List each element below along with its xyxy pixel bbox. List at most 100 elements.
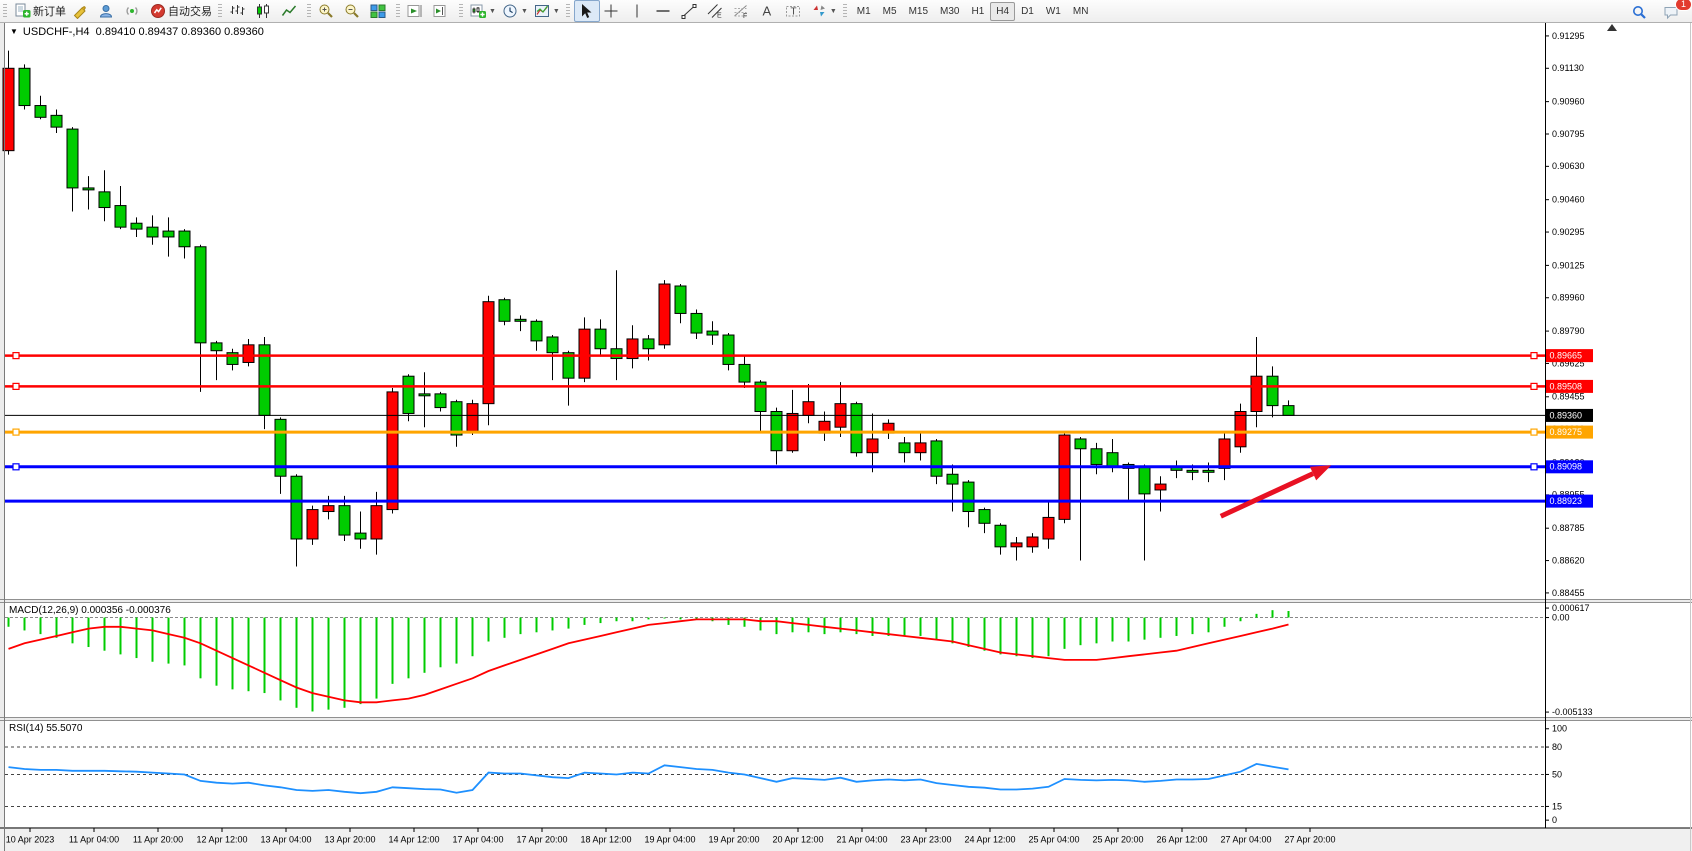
timeframe-M1-button[interactable]: M1	[856, 5, 871, 17]
pane-separator[interactable]	[0, 717, 1692, 721]
candle-body	[1106, 452, 1119, 467]
collapse-icon[interactable]: ▼	[10, 27, 18, 36]
time-tick-label: 25 Apr 04:00	[1028, 834, 1079, 844]
candle-body	[978, 509, 991, 524]
svg-text:0.89665: 0.89665	[1550, 350, 1583, 360]
line-chart-mode-button[interactable]	[278, 0, 304, 22]
auto-scroll-button[interactable]	[404, 0, 430, 22]
timeframe-D1-button[interactable]: D1	[1021, 5, 1034, 17]
hline-handle[interactable]	[1530, 428, 1538, 436]
candle-body	[1234, 411, 1247, 448]
price-tick-label: 0.89455	[1552, 392, 1585, 402]
text-label-button[interactable]: T	[782, 0, 808, 22]
price-tick-label: 0.88620	[1552, 555, 1585, 565]
candle-body	[850, 403, 863, 454]
hline-handle[interactable]	[12, 428, 20, 436]
periods-button[interactable]: ▼	[499, 0, 531, 22]
candle-body	[18, 67, 31, 107]
search-button[interactable]	[1628, 1, 1654, 23]
chartshift-icon	[433, 3, 449, 19]
hline-handle[interactable]	[1530, 463, 1538, 471]
candle-body	[562, 352, 575, 379]
zoom-in-button[interactable]	[315, 0, 341, 22]
timeframe-MN-button[interactable]: MN	[1072, 5, 1089, 17]
chevron-down-icon: ▼	[829, 7, 837, 15]
text-button[interactable]: A	[756, 0, 782, 22]
candle-body	[402, 375, 415, 414]
timeframe-H1-button[interactable]: H1	[971, 5, 985, 17]
auto-trading-button[interactable]: 自动交易	[147, 0, 215, 22]
candle-body	[498, 299, 511, 322]
chevron-down-icon: ▼	[552, 7, 560, 15]
candle-body	[274, 418, 287, 477]
time-tick-label: 23 Apr 23:00	[900, 834, 951, 844]
candlestick-mode-button[interactable]	[252, 0, 278, 22]
vertical-line-button[interactable]	[626, 0, 652, 22]
hline-handle[interactable]	[12, 463, 20, 471]
time-tick-label: 27 Apr 20:00	[1284, 834, 1335, 844]
candle-body	[738, 363, 751, 383]
templates-button[interactable]: ▼	[531, 0, 563, 22]
timeframe-H4-button[interactable]: H4	[990, 1, 1016, 21]
candle-body	[1138, 465, 1151, 495]
candle-body	[946, 473, 959, 485]
hline-handle[interactable]	[1530, 382, 1538, 391]
bar-chart-mode-button[interactable]	[226, 0, 252, 22]
new-order-button[interactable]: 新订单	[11, 0, 69, 22]
timeframe-M5-button[interactable]: M5	[882, 5, 897, 17]
candle-body	[962, 481, 975, 513]
candles-icon	[255, 3, 271, 19]
equidistant-channel-button[interactable]: E	[704, 0, 730, 22]
arrows-icon	[811, 3, 827, 19]
candle-body	[306, 509, 319, 540]
candle-body	[66, 128, 79, 189]
candle-body	[194, 246, 207, 344]
candle-body	[530, 320, 543, 342]
candle-body	[434, 393, 447, 409]
candle-body	[802, 401, 815, 416]
rsi-axis-label: 100	[1552, 724, 1567, 734]
candle-body	[226, 352, 239, 365]
time-tick-label: 12 Apr 12:00	[196, 834, 247, 844]
new-chart-button[interactable]: ▼	[467, 0, 499, 22]
candle-body	[706, 330, 719, 336]
pane-separator[interactable]	[0, 599, 1692, 603]
candle-body	[114, 205, 127, 228]
tile-windows-button[interactable]	[367, 0, 393, 22]
chart-shift-button[interactable]	[430, 0, 456, 22]
fibonacci-button[interactable]: F	[730, 0, 756, 22]
crosshair-button[interactable]	[600, 0, 626, 22]
trendline-button[interactable]	[678, 0, 704, 22]
chart-shift-marker[interactable]	[1607, 24, 1617, 31]
candle-body	[578, 328, 591, 379]
svg-text:0.89360: 0.89360	[1550, 410, 1583, 420]
hline-handle[interactable]	[1530, 352, 1538, 360]
zoom-out-button[interactable]	[341, 0, 367, 22]
notifications-button[interactable]: 1	[1660, 0, 1692, 23]
signals-button[interactable]	[121, 0, 147, 22]
candle-body	[1186, 469, 1199, 473]
cursor-button[interactable]	[573, 0, 600, 22]
price-axis-background	[1545, 22, 1692, 828]
horizontal-line-button[interactable]	[652, 0, 678, 22]
chart-symbol: USDCHF-,H4	[22, 26, 90, 38]
time-tick-label: 10 Apr 2023	[6, 834, 55, 844]
chevron-down-icon: ▼	[489, 7, 496, 15]
timeframe-M15-button[interactable]: M15	[908, 5, 929, 17]
price-tick-label: 0.91295	[1552, 31, 1585, 41]
timeframe-W1-button[interactable]: W1	[1045, 5, 1061, 17]
macd-indicator-label: MACD(12,26,9) 0.000356 -0.000376	[9, 605, 171, 616]
styler-button[interactable]	[69, 0, 95, 22]
timeframe-M30-button[interactable]: M30	[940, 5, 960, 17]
publisher-button[interactable]	[95, 0, 121, 22]
candle-body	[290, 475, 303, 540]
hline-handle[interactable]	[12, 382, 20, 391]
trend-arrow-annotation[interactable]	[1219, 465, 1332, 519]
time-tick-label: 17 Apr 04:00	[452, 834, 503, 844]
auto-trading-label: 自动交易	[168, 6, 212, 18]
hline-handle[interactable]	[12, 352, 20, 360]
rsi-axis-label: 15	[1552, 801, 1562, 811]
arrows-button[interactable]: ▼	[808, 0, 840, 22]
